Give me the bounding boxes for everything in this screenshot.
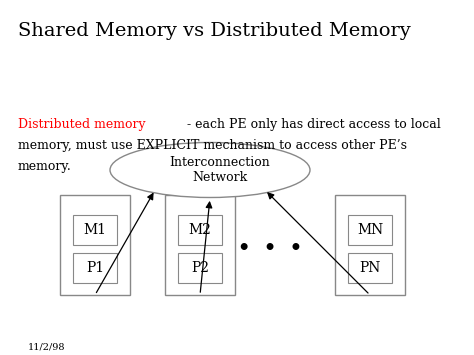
Text: M1: M1 [83,223,107,237]
Text: P1: P1 [86,261,104,275]
Text: - each PE only has direct access to local: - each PE only has direct access to loca… [182,118,440,131]
Text: memory, must use EXPLICIT mechanism to access other PE’s: memory, must use EXPLICIT mechanism to a… [18,139,407,152]
Text: MN: MN [357,223,383,237]
Bar [335,195,405,295]
Bar [73,253,117,283]
Text: Interconnection
Network: Interconnection Network [170,156,270,184]
Text: PN: PN [359,261,381,275]
Bar [60,195,130,295]
Text: •  •  •: • • • [238,239,302,257]
Bar [178,253,222,283]
Text: memory.: memory. [18,160,72,173]
Text: 11/2/98: 11/2/98 [28,343,65,352]
Ellipse shape [110,142,310,197]
Text: P2: P2 [191,261,209,275]
Bar [178,215,222,245]
Text: Distributed memory: Distributed memory [18,118,146,131]
Bar [165,195,235,295]
Text: M2: M2 [189,223,211,237]
Bar [348,215,392,245]
Bar [348,253,392,283]
Text: Shared Memory vs Distributed Memory: Shared Memory vs Distributed Memory [18,22,411,40]
Bar [73,215,117,245]
